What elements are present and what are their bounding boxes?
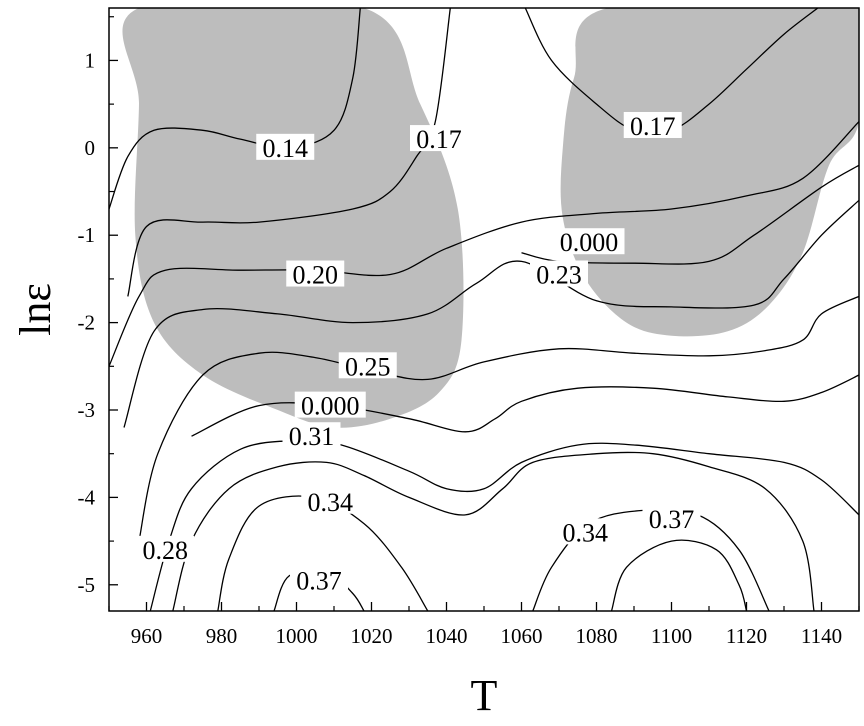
contour-label-bg-9: [282, 422, 341, 449]
y-tick-label: -5: [78, 573, 96, 597]
x-tick-label: 1000: [276, 624, 318, 648]
contour-label-bg-8: [294, 391, 366, 418]
contour-label-bg-13: [642, 505, 701, 532]
shaded-region-2: [560, 8, 859, 337]
contour-label-2: 0.17: [416, 125, 462, 154]
y-tick-label: -3: [78, 398, 96, 422]
y-tick-label: -2: [78, 311, 96, 335]
x-tick-label: 1040: [426, 624, 468, 648]
contour-label-9: 0.31: [289, 422, 335, 451]
contour-label-4: 0.20: [293, 261, 339, 290]
y-tick-label: 0: [85, 136, 96, 160]
contour-line-14: [610, 539, 748, 611]
contour-labels: 0.14 0.17 0.170.200.0000.230.250.0000.310.…: [136, 111, 701, 595]
contour-label-bg-10: [301, 487, 360, 514]
y-tick-label: 1: [85, 48, 96, 72]
x-tick-label: 1120: [726, 624, 767, 648]
contour-label-12: 0.34: [563, 518, 609, 547]
x-tick-label: 1080: [576, 624, 618, 648]
x-axis-title: T: [471, 671, 498, 720]
y-tick-label: -1: [78, 223, 96, 247]
y-axis-title: lnε: [11, 283, 60, 336]
contour-label-11: 0.28: [143, 536, 189, 565]
x-tick-label: 980: [206, 624, 238, 648]
contour-label-bg-3: [623, 111, 682, 138]
contour-label-bg-14: [290, 566, 348, 593]
contour-label-7: 0.25: [345, 352, 391, 381]
contour-label-3: 0.17: [630, 112, 676, 141]
contour-line-2: [127, 8, 451, 297]
contour-label-8: 0.000: [301, 392, 360, 421]
contour-label-bg-2: [410, 125, 468, 152]
contour-label-bg-12: [556, 518, 615, 545]
contour-line-7: [138, 295, 859, 542]
x-tick-label: 1100: [651, 624, 692, 648]
axis-ticks: 960 980 1000 1020 1040 1060 1080 1100 1120 1140 1 0…: [78, 16, 860, 648]
contour-line-10: [172, 451, 815, 611]
contour-label-bg-4: [286, 260, 345, 287]
contour-label-10: 0.34: [308, 488, 354, 517]
contour-line-9: [149, 439, 859, 611]
contour-label-bg-1: [256, 133, 315, 160]
contour-label-5: 0.000: [560, 228, 619, 257]
x-tick-label: 1060: [501, 624, 543, 648]
contour-label-1: 0.14: [263, 134, 309, 163]
x-tick-label: 960: [131, 624, 163, 648]
contour-label-bg-5: [553, 228, 625, 255]
contour-label-bg-11: [136, 535, 195, 562]
contour-line-12: [532, 508, 770, 611]
x-tick-label: 1140: [801, 624, 842, 648]
contour-line-1: [109, 8, 361, 210]
contour-line-4: [109, 121, 859, 367]
contour-label-6: 0.23: [536, 261, 582, 290]
contour-label-bg-6: [530, 260, 588, 287]
contour-label-bg-7: [338, 352, 397, 379]
contour-line-6: [123, 199, 859, 428]
x-tick-label: 1020: [351, 624, 393, 648]
y-tick-label: -4: [78, 485, 96, 509]
contour-label-14: 0.37: [296, 566, 342, 595]
contour-label-13: 0.37: [649, 505, 695, 534]
shaded-region-1: [122, 8, 464, 428]
